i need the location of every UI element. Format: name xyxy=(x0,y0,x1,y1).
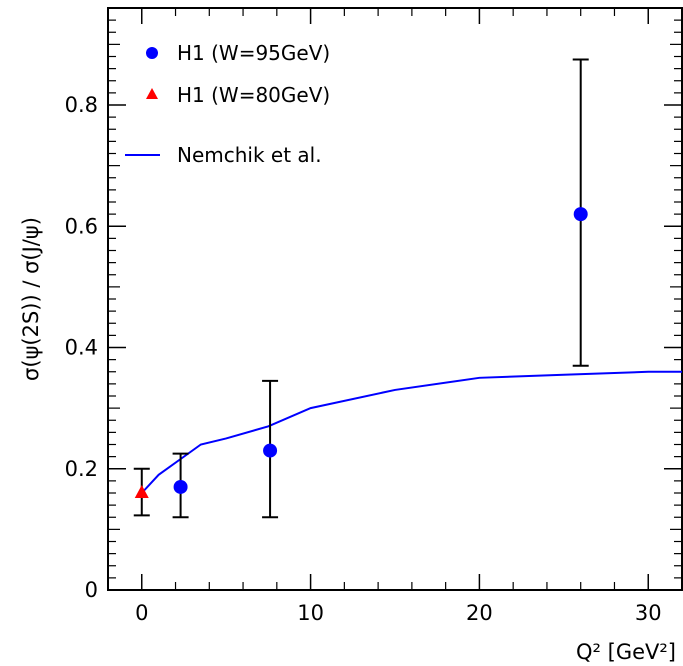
y-tick-label: 0.6 xyxy=(65,214,98,238)
x-axis-title: Q² [GeV²] xyxy=(576,640,676,664)
x-axis-ticks: 0 10 20 30 xyxy=(107,8,683,625)
y-tick-label: 0.8 xyxy=(65,93,98,117)
y-tick-label: 0 xyxy=(85,578,98,602)
legend-label: H1 (W=80GeV) xyxy=(177,83,330,107)
legend-label: H1 (W=95GeV) xyxy=(177,41,330,65)
y-axis-ticks: 0 0.2 0.4 0.6 0.8 xyxy=(65,19,682,602)
data-point-circle xyxy=(573,207,588,222)
data-point-circle xyxy=(173,479,188,494)
x-tick-label: 30 xyxy=(635,601,662,625)
data-point-circle xyxy=(263,443,278,458)
legend-marker-circle xyxy=(146,47,158,59)
markers-group xyxy=(134,207,588,498)
model-curve-group xyxy=(141,370,682,494)
x-tick-label: 20 xyxy=(466,601,493,625)
y-axis-title: σ(ψ(2S)) / σ(J/ψ) xyxy=(19,217,43,381)
y-tick-label: 0.2 xyxy=(65,457,98,481)
x-tick-label: 0 xyxy=(135,601,148,625)
error-bars-group xyxy=(133,58,589,519)
legend-marker-triangle xyxy=(146,88,158,99)
y-tick-label: 0.4 xyxy=(65,336,98,360)
model-curve-line xyxy=(141,370,682,494)
data-point-triangle xyxy=(134,485,149,498)
legend-label: Nemchik et al. xyxy=(177,143,322,167)
legend: H1 (W=95GeV) H1 (W=80GeV) Nemchik et al. xyxy=(125,41,330,167)
x-tick-label: 10 xyxy=(297,601,324,625)
